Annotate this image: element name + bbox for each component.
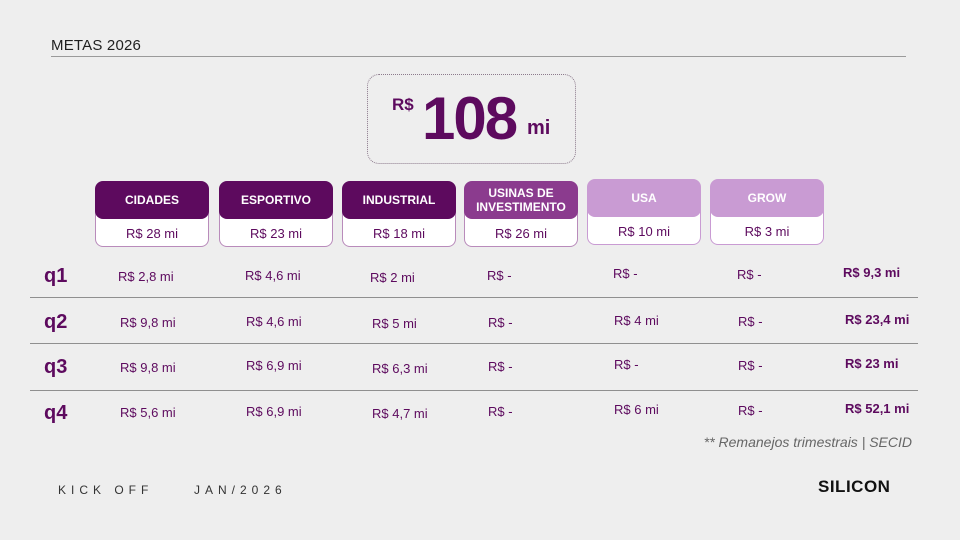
quarter-label-q3: q3 (44, 356, 68, 378)
segment-label: CIDADES (95, 181, 209, 219)
row-total: R$ 23,4 mi (845, 312, 910, 327)
footer-date: JAN/2026 (194, 483, 287, 497)
quarter-label-q2: q2 (44, 311, 68, 333)
segment-esportivo: ESPORTIVO R$ 23 mi (219, 181, 333, 247)
table-cell: R$ - (738, 403, 763, 418)
segment-industrial: INDUSTRIAL R$ 18 mi (342, 181, 456, 247)
table-cell: R$ - (738, 314, 763, 329)
footnote: ** Remanejos trimestrais | SECID (703, 434, 912, 450)
segment-value: R$ 23 mi (249, 226, 303, 241)
quarter-label-q1: q1 (44, 265, 68, 287)
total-goal-box (367, 74, 576, 164)
quarter-label-q4: q4 (44, 402, 68, 424)
page-title: METAS 2026 (51, 37, 142, 54)
segment-value: R$ 10 mi (617, 224, 671, 239)
segment-value: R$ 28 mi (125, 226, 179, 241)
table-cell: R$ 6 mi (614, 402, 659, 417)
row-divider (30, 343, 918, 344)
segment-label: ESPORTIVO (219, 181, 333, 219)
table-cell: R$ - (488, 404, 513, 419)
table-cell: R$ 6,9 mi (246, 404, 302, 419)
table-cell: R$ 4,7 mi (372, 406, 428, 421)
row-divider (30, 297, 918, 298)
table-cell: R$ 9,8 mi (120, 315, 176, 330)
footer-event: KICK OFF (58, 483, 154, 497)
title-divider (51, 56, 906, 57)
table-cell: R$ 6,9 mi (246, 358, 302, 373)
table-cell: R$ - (613, 266, 638, 281)
segment-value: R$ 18 mi (372, 226, 426, 241)
table-cell: R$ - (487, 268, 512, 283)
table-cell: R$ 5,6 mi (120, 405, 176, 420)
segment-value: R$ 3 mi (744, 224, 790, 239)
segment-usinas: USINAS DE INVESTIMENTO R$ 26 mi (464, 181, 578, 247)
row-total: R$ 23 mi (845, 356, 899, 371)
table-cell: R$ 4,6 mi (245, 268, 301, 283)
segment-label: GROW (710, 179, 824, 217)
table-cell: R$ 4,6 mi (246, 314, 302, 329)
row-total: R$ 52,1 mi (845, 401, 910, 416)
segment-label: USA (587, 179, 701, 217)
total-prefix: R$ (392, 95, 414, 114)
table-cell: R$ 6,3 mi (372, 361, 428, 376)
segment-usa: USA R$ 10 mi (587, 179, 701, 245)
table-cell: R$ 4 mi (614, 313, 659, 328)
brand-logo: SILICON (818, 477, 891, 496)
table-cell: R$ 9,8 mi (120, 360, 176, 375)
table-cell: R$ 5 mi (372, 316, 417, 331)
table-cell: R$ 2,8 mi (118, 269, 174, 284)
table-cell: R$ - (614, 357, 639, 372)
segment-label: INDUSTRIAL (342, 181, 456, 219)
table-cell: R$ - (488, 315, 513, 330)
row-divider (30, 390, 918, 391)
segment-value: R$ 26 mi (494, 226, 548, 241)
total-value: 108 (422, 85, 518, 152)
segment-grow: GROW R$ 3 mi (710, 179, 824, 245)
table-cell: R$ - (738, 358, 763, 373)
table-cell: R$ 2 mi (370, 270, 415, 285)
segment-label: USINAS DE INVESTIMENTO (464, 181, 578, 219)
segment-cidades: CIDADES R$ 28 mi (95, 181, 209, 247)
table-cell: R$ - (737, 267, 762, 282)
row-total: R$ 9,3 mi (843, 265, 901, 280)
total-suffix: mi (527, 117, 551, 139)
table-cell: R$ - (488, 359, 513, 374)
